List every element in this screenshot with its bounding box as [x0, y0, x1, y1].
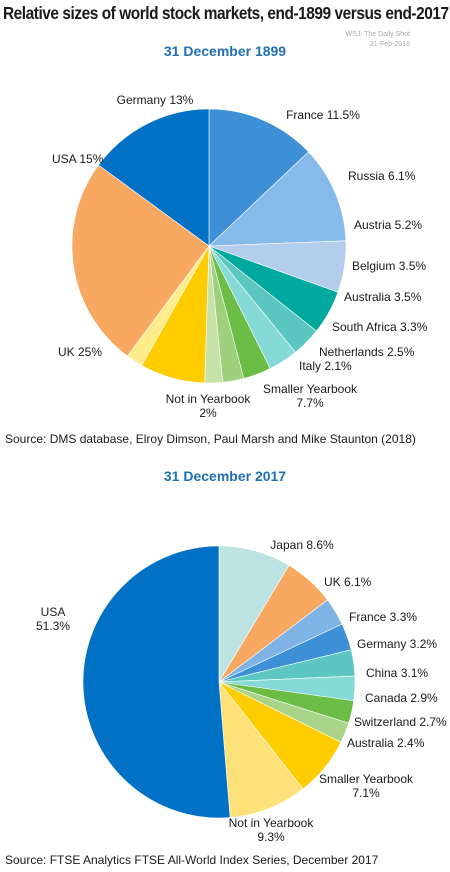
- pie-label-germany: Germany 13%: [117, 93, 194, 107]
- pie-label-uk: UK 25%: [58, 345, 102, 359]
- pie-label-usa: USA 51.3%: [36, 605, 70, 633]
- page-title: Relative sizes of world stock markets, e…: [3, 3, 449, 23]
- pie-label-canada: Canada 2.9%: [365, 691, 438, 705]
- chart-1899-title: 31 December 1899: [163, 43, 287, 59]
- pie-slice-france: [208, 151, 347, 247]
- pie-label-not-in-yearbook: Not in Yearbook 2%: [166, 392, 252, 420]
- pie-label-germany: Germany 3.2%: [357, 637, 437, 651]
- pie-chart-1899: Germany 13% France 11.5% Russia 6.1% Austri…: [52, 93, 428, 420]
- pie-label-japan: Japan 8.6%: [270, 538, 334, 552]
- pie-label-south-africa: South Africa 3.3%: [332, 320, 428, 334]
- pie-slice-not-in-yearbook: [218, 681, 304, 818]
- pie-label-netherlands: Netherlands 2.5%: [319, 345, 415, 359]
- pie-label-smaller-yearbook: Smaller Yearbook 7.1%: [319, 772, 414, 800]
- pie-label-not-in-yearbook: Not in Yearbook 9.3%: [229, 816, 315, 844]
- pie-label-russia: Russia 6.1%: [348, 169, 416, 183]
- pie-label-usa: USA 15%: [52, 152, 104, 166]
- pie-label-smaller-yearbook: Smaller Yearbook 7.7%: [263, 382, 358, 410]
- watermark-date: 21-Feb-2018: [369, 41, 410, 48]
- watermark-source: WSJ: The Daily Shot: [345, 31, 410, 38]
- pie-label-uk: UK 6.1%: [324, 575, 372, 589]
- pie-slice-usa: [82, 545, 231, 819]
- source-2017: Source: FTSE Analytics FTSE All-World In…: [5, 853, 379, 867]
- chart-2017-title: 31 December 2017: [163, 468, 287, 484]
- pie-slice-usa: [98, 108, 210, 247]
- pie-label-switzerland: Switzerland 2.7%: [354, 715, 447, 729]
- source-1899: Source: DMS database, Elroy Dimson, Paul…: [5, 432, 416, 446]
- pie-label-austria: Austria 5.2%: [354, 218, 422, 232]
- pie-label-belgium: Belgium 3.5%: [352, 259, 426, 273]
- pie-label-france: France 3.3%: [349, 610, 417, 624]
- pie-label-france: France 11.5%: [286, 108, 360, 122]
- pie-label-china: China 3.1%: [366, 666, 428, 680]
- pie-slice-uk: [71, 164, 210, 357]
- pie-label-australia: Australia 2.4%: [347, 736, 425, 750]
- pie-label-australia: Australia 3.5%: [344, 290, 422, 304]
- pie-slice-germany: [208, 108, 309, 247]
- pie-label-italy: Italy 2.1%: [299, 359, 352, 373]
